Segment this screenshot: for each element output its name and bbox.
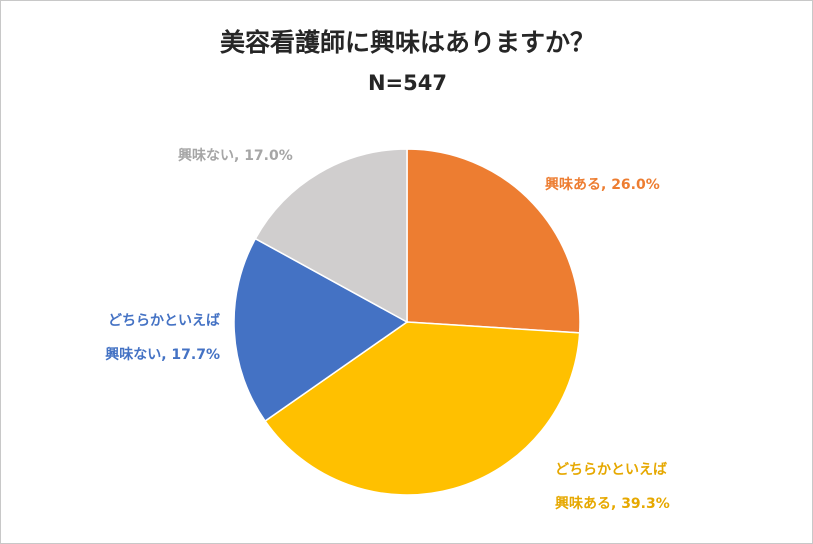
slice-very-interested <box>406 148 581 334</box>
slice-not-interested <box>254 148 408 324</box>
slice-very-interested-label-line: 興味ある, 26.0% <box>545 177 660 193</box>
slice-somewhat-interested <box>264 321 581 496</box>
chart-subtitle: N=547 <box>367 71 447 95</box>
slice-somewhat-interested-label: どちらかといえば興味ある, 39.3% <box>555 462 670 512</box>
slice-somewhat-interested-label-line: 興味ある, 39.3% <box>555 496 670 512</box>
slice-very-interested-label: 興味ある, 26.0% <box>545 177 660 193</box>
chart-title: 美容看護師に興味はありますか？ <box>219 28 595 57</box>
slice-not-interested-label-line: 興味ない, 17.0% <box>178 148 293 164</box>
slice-somewhat-not-interested-label: どちらかといえば興味ない, 17.7% <box>105 313 220 363</box>
slice-somewhat-not-interested-label-line: どちらかといえば <box>108 313 220 329</box>
slice-somewhat-not-interested <box>233 237 409 423</box>
slice-somewhat-not-interested-label-line: 興味ない, 17.7% <box>105 347 220 363</box>
slice-somewhat-interested-label-line: どちらかといえば <box>555 462 667 478</box>
slice-not-interested-label: 興味ない, 17.0% <box>178 148 293 164</box>
